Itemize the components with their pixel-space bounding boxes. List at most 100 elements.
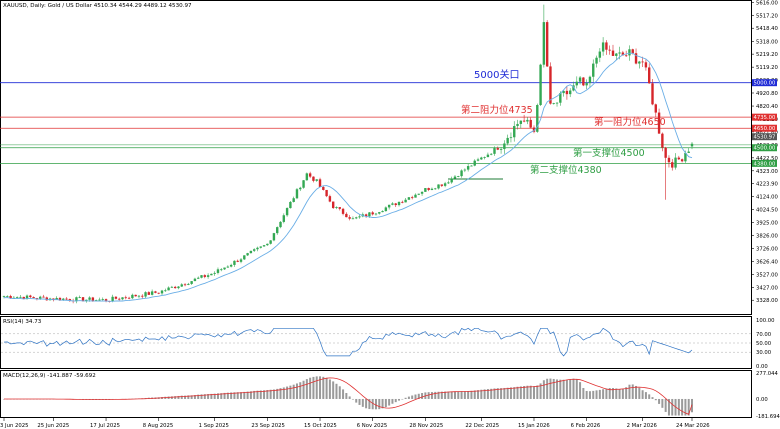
macd-histogram-bar: [631, 384, 634, 399]
rsi-tick-label: 30.00: [756, 350, 772, 356]
candle-body: [569, 90, 572, 95]
macd-histogram-bar: [644, 392, 647, 399]
macd-indicator: 277.044 0.00 -181.694: [3, 371, 780, 420]
moving-average: [3, 52, 693, 302]
macd-histogram-bar: [569, 379, 572, 399]
price-tick-label: 4223.90: [756, 182, 779, 188]
candle-body: [154, 291, 157, 293]
candle-body: [690, 143, 694, 147]
macd-histogram-bar: [286, 386, 289, 399]
candle-body: [397, 201, 401, 206]
candle-body: [137, 295, 141, 297]
macd-histogram-bar: [641, 390, 644, 399]
candle-body: [121, 297, 124, 300]
macd-histogram-bar: [559, 379, 562, 399]
macd-histogram-bar: [450, 391, 453, 399]
candle-body: [42, 296, 45, 298]
candle-body: [443, 183, 447, 186]
candle-body: [434, 188, 437, 190]
time-tick-label: 6 Nov 2025: [357, 423, 388, 429]
candle-body: [98, 299, 101, 301]
candle-body: [101, 299, 104, 300]
candle-body: [29, 295, 32, 298]
macd-histogram-bar: [552, 378, 555, 399]
macd-histogram-bar: [539, 383, 542, 399]
candle-body: [187, 283, 190, 285]
candle-body: [391, 203, 394, 205]
macd-histogram-bar: [371, 398, 374, 410]
price-tick-label: 5119.20: [756, 65, 779, 71]
candle-body: [39, 296, 42, 299]
candle-body: [91, 297, 95, 302]
macd-label: MACD(12,26,9) -141.887 -59.692: [3, 373, 96, 379]
candle-body: [312, 176, 315, 181]
candle-body: [466, 166, 470, 170]
macd-histogram-bar: [506, 387, 509, 399]
macd-histogram-bar: [483, 389, 486, 399]
candle-body: [177, 286, 180, 289]
macd-histogram-bar: [473, 390, 476, 399]
macd-histogram-bar: [509, 387, 512, 399]
macd-histogram-bar: [309, 377, 312, 399]
candle-body: [552, 103, 555, 105]
candle-body: [378, 212, 381, 214]
price-panel-frame: [0, 0, 752, 315]
time-axis: 3 Jun 2025 25 Jun 2025 17 Jul 2025 8 Aug 20…: [0, 418, 710, 429]
macd-histogram-bar: [374, 398, 377, 410]
candle-body: [641, 61, 644, 63]
macd-histogram-bar: [470, 390, 473, 399]
macd-histogram-bar: [332, 381, 335, 399]
candle-body: [598, 51, 602, 58]
annotation-support-1: 第一支撑位4500: [573, 147, 645, 159]
candle-body: [549, 66, 552, 104]
macd-histogram-bar: [243, 391, 246, 399]
macd-histogram-bar: [430, 392, 433, 399]
macd-histogram-bar: [282, 387, 285, 399]
candle-body: [555, 102, 559, 104]
macd-histogram-bar: [365, 398, 368, 409]
rsi-tick-label: 100.00: [756, 318, 775, 324]
candle-body: [648, 67, 651, 84]
candle-body: [124, 297, 127, 299]
candle-body: [493, 148, 496, 154]
macd-histogram-bar: [256, 390, 259, 399]
candle-body: [457, 176, 460, 177]
candle-body: [351, 218, 355, 220]
candle-body: [522, 120, 526, 122]
price-tick-label: 4422.50: [756, 156, 779, 162]
macd-histogram-bar: [490, 388, 493, 399]
candle-body: [9, 295, 12, 299]
candle-body: [387, 204, 391, 208]
candle-body: [193, 278, 197, 282]
candle-body: [509, 137, 513, 139]
macd-panel-frame: [0, 370, 752, 418]
candle-body: [657, 112, 661, 134]
macd-histogram-bar: [628, 384, 631, 399]
macd-histogram-bar: [398, 398, 401, 401]
price-tick-label: 4024.50: [756, 208, 779, 214]
candle-body: [687, 151, 690, 153]
candle-body: [661, 133, 664, 148]
candle-body: [588, 76, 592, 84]
candle-body: [608, 49, 611, 51]
macd-histogram-bar: [575, 379, 578, 399]
macd-histogram-bar: [532, 386, 535, 399]
candle-body: [638, 61, 641, 64]
macd-histogram-bar: [437, 391, 440, 399]
price-tick-label: 3328.00: [756, 298, 779, 304]
candle-body: [160, 290, 164, 294]
price-tick-label: 5219.20: [756, 52, 779, 58]
candle-body: [144, 292, 147, 297]
macd-histogram-bar: [503, 387, 506, 399]
candle-body: [410, 197, 414, 199]
candle-body: [624, 55, 628, 57]
candle-body: [562, 90, 565, 94]
candle-body: [401, 201, 404, 203]
macd-histogram-bar: [236, 392, 239, 399]
candle-body: [601, 42, 605, 52]
price-tick-label: 3427.00: [756, 285, 779, 291]
candle-body: [424, 188, 427, 192]
macd-histogram-bar: [216, 393, 219, 399]
macd-histogram-bar: [230, 392, 233, 399]
